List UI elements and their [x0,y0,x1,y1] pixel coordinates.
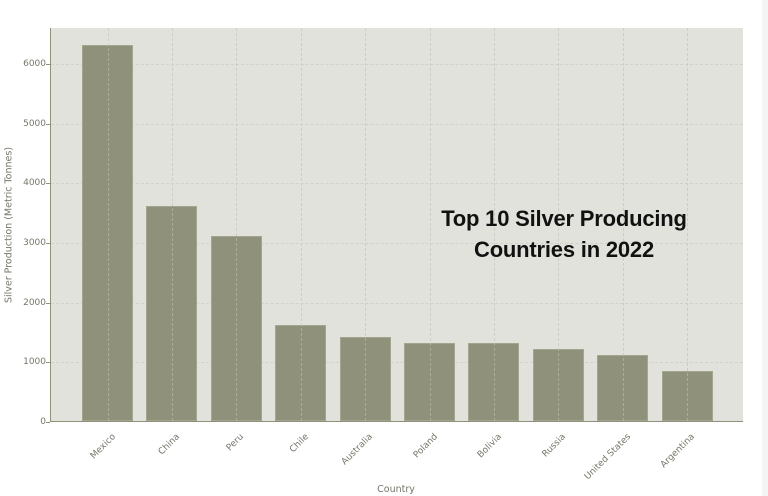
gridline-vertical-overlay [687,28,689,421]
gridline-vertical-overlay [107,28,109,421]
gridline-vertical-overlay [558,28,560,421]
y-tick-mark [46,242,50,244]
gridline-vertical-overlay [171,28,173,421]
gridline-horizontal [51,242,743,244]
y-tick-mark [46,422,50,423]
chart-title-line1: Top 10 Silver Producing [441,206,687,231]
x-tick-label: Russia [540,432,569,460]
chart-title-line2: Countries in 2022 [474,237,654,262]
y-tick-mark [46,123,50,125]
gridline-horizontal [51,362,743,364]
y-tick-label: 1000 [23,357,46,368]
y-tick-label: 5000 [23,118,46,129]
x-tick-label: Poland [411,432,440,461]
x-tick-label: Bolivia [475,432,504,461]
gridline-vertical-overlay [236,28,238,421]
gridline-vertical-overlay [300,28,302,421]
gridline-vertical-overlay [429,28,431,421]
chart-title: Top 10 Silver Producing Countries in 202… [422,203,706,265]
x-axis-label: Country [377,484,415,495]
x-tick-label: Mexico [88,432,118,462]
y-tick-label: 6000 [23,58,46,69]
gridline-vertical-overlay [493,28,495,421]
y-tick-mark [46,63,50,65]
x-tick-label: China [156,432,182,458]
x-tick-label: Chile [287,432,311,456]
right-edge-strip [762,0,768,496]
x-tick-label: Argentina [659,432,698,471]
plot-area [50,28,743,422]
gridline-vertical-overlay [365,28,367,421]
y-tick-mark [46,362,50,364]
y-tick-label: 2000 [23,297,46,308]
x-tick-label: Peru [225,432,247,454]
x-tick-label: United States [582,432,633,483]
gridline-horizontal [51,63,743,65]
gridline-horizontal [51,302,743,304]
y-tick-label: 4000 [23,178,46,189]
y-axis-label: Silver Production (Metric Tonnes) [3,146,15,304]
y-tick-mark [46,302,50,304]
y-tick-label: 0 [40,417,46,427]
gridline-horizontal [51,183,743,185]
gridline-horizontal [51,123,743,125]
y-tick-mark [46,183,50,185]
y-tick-label: 3000 [23,237,46,248]
gridline-vertical-overlay [622,28,624,421]
x-tick-label: Australia [339,432,376,468]
